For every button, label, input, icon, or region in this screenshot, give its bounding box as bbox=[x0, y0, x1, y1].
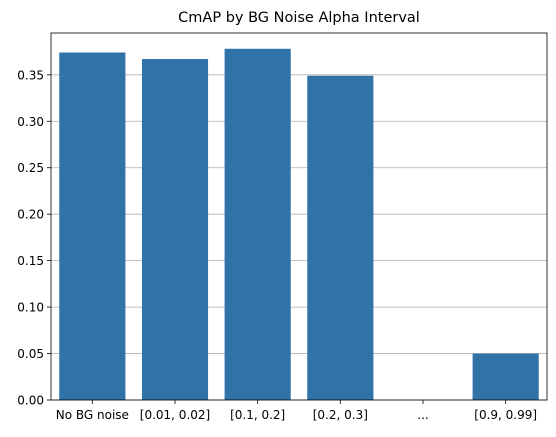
y-axis-ticks: 0.00 0.05 0.10 0.15 0.20 0.25 0.30 0.35 bbox=[17, 68, 51, 408]
y-gridlines bbox=[51, 74, 547, 401]
chart-title: CmAP by BG Noise Alpha Interval bbox=[178, 10, 420, 26]
y-tick-label: 0.15 bbox=[17, 254, 44, 268]
bar bbox=[141, 59, 209, 400]
bar bbox=[472, 353, 539, 400]
bar bbox=[59, 52, 126, 401]
axes-frame bbox=[50, 32, 548, 401]
y-tick-label: 0.20 bbox=[17, 208, 44, 222]
y-tick-label: 0.25 bbox=[17, 161, 44, 175]
bars bbox=[59, 48, 539, 401]
y-tick-label: 0.05 bbox=[17, 347, 44, 361]
bar bbox=[307, 75, 374, 400]
x-tick-label: No BG noise bbox=[56, 408, 129, 422]
x-tick-label: [0.2, 0.3] bbox=[313, 408, 368, 422]
y-tick-label: 0.35 bbox=[17, 68, 44, 82]
x-tick-label: ... bbox=[417, 408, 428, 422]
x-tick-label: [0.9, 0.99] bbox=[474, 408, 537, 422]
y-tick-label: 0.30 bbox=[17, 115, 44, 129]
bar bbox=[224, 48, 291, 401]
y-tick-label: 0.10 bbox=[17, 301, 44, 315]
x-tick-label: [0.01, 0.02] bbox=[140, 408, 210, 422]
x-tick-label: [0.1, 0.2] bbox=[230, 408, 285, 422]
y-tick-label: 0.00 bbox=[17, 394, 44, 408]
x-axis-ticks: No BG noise [0.01, 0.02] [0.1, 0.2] [0.2, 0… bbox=[56, 400, 537, 422]
plot-frame bbox=[50, 32, 548, 401]
